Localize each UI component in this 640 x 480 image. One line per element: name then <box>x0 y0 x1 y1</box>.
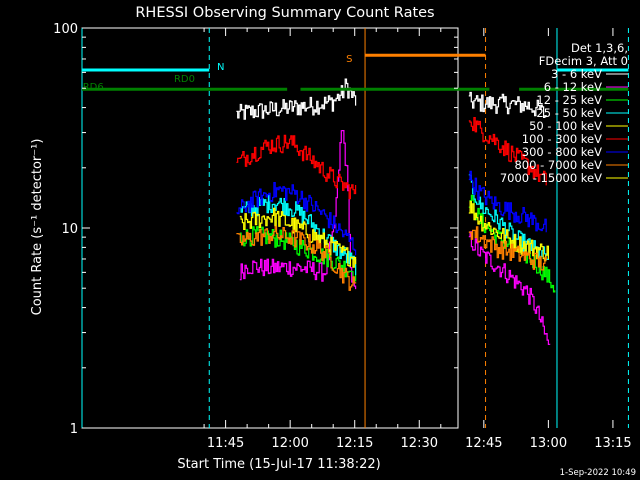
series-3-trace-0 <box>239 194 357 276</box>
legend-header-1: FDecim 3, Att 0 <box>539 54 628 68</box>
series-4-trace-0 <box>239 207 357 268</box>
status-label-rd0: RD0 <box>174 74 195 85</box>
y-axis-label: Count Rate (s⁻¹ detector⁻¹) <box>30 139 45 316</box>
x-tick-label-4: 12:45 <box>465 436 502 451</box>
legend-label-5: 100 - 300 keV <box>522 132 602 146</box>
legend-label-2: 12 - 25 keV <box>536 93 602 107</box>
series-0-trace-0 <box>236 78 357 120</box>
x-tick-label-3: 12:30 <box>401 436 438 451</box>
y-tick-label-2: 100 <box>53 22 78 37</box>
status-label-rd6: RD6 <box>83 82 104 93</box>
series-6-trace-0 <box>236 182 357 256</box>
status-label-s: S <box>346 54 352 65</box>
x-tick-label-2: 12:15 <box>336 436 373 451</box>
legend-label-6: 300 - 800 keV <box>522 145 602 159</box>
legend-label-3: 25 - 50 keV <box>536 106 602 120</box>
y-tick-label-0: 1 <box>70 422 78 437</box>
series-5-trace-1 <box>468 117 547 186</box>
series-7-trace-0 <box>236 225 357 291</box>
series-1-trace-1 <box>468 231 551 345</box>
series-5-trace-0 <box>236 134 357 200</box>
chart-title: RHESSI Observing Summary Count Rates <box>135 5 434 21</box>
legend-label-0: 3 - 6 keV <box>551 67 602 81</box>
x-tick-label-1: 12:00 <box>271 436 308 451</box>
series-1-trace-0 <box>239 130 357 290</box>
legend-label-8: 7000 - 15000 keV <box>500 171 602 185</box>
x-tick-label-6: 13:15 <box>594 436 631 451</box>
series-0-trace-1 <box>468 91 547 118</box>
legend-label-1: 6 - 12 keV <box>544 80 602 94</box>
legend-label-4: 50 - 100 keV <box>529 119 602 133</box>
footer-date: 1-Sep-2022 10:49 <box>560 468 636 478</box>
status-label-n: N <box>217 62 224 73</box>
x-tick-label-5: 13:00 <box>530 436 567 451</box>
x-axis-label: Start Time (15-Jul-17 11:38:22) <box>177 457 380 472</box>
series-4-trace-1 <box>468 200 549 262</box>
series-7-trace-1 <box>468 226 547 271</box>
legend-header-0: Det 1,3,6, <box>571 41 628 55</box>
x-tick-label-0: 11:45 <box>207 436 244 451</box>
y-tick-label-1: 10 <box>61 222 78 237</box>
legend-label-7: 800 - 7000 keV <box>514 158 602 172</box>
series-6-trace-1 <box>468 170 547 233</box>
